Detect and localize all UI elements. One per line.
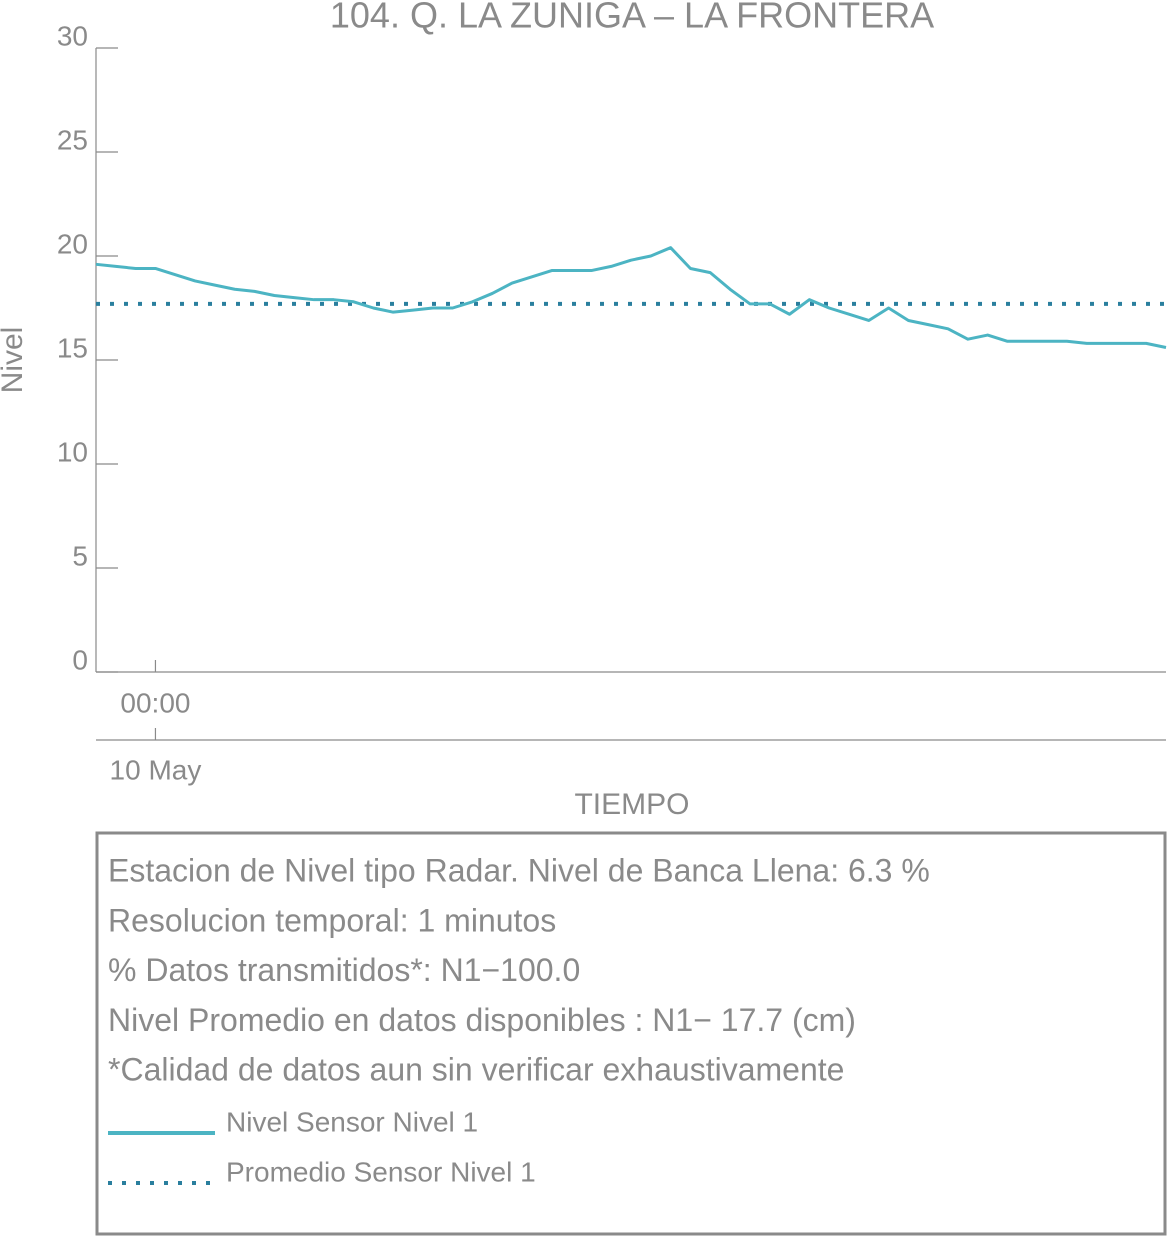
y-axis-label: Nivel xyxy=(0,327,29,394)
info-text: Resolucion temporal: 1 minutos xyxy=(108,902,556,938)
chart-title: 104. Q. LA ZUNIGA – LA FRONTERA xyxy=(330,0,934,36)
y-tick-label: 25 xyxy=(57,124,88,155)
info-text: Nivel Promedio en datos disponibles : N1… xyxy=(108,1002,856,1038)
x-tick-label: 00:00 xyxy=(120,687,190,718)
x-axis-label: TIEMPO xyxy=(574,788,689,821)
legend-label: Nivel Sensor Nivel 1 xyxy=(226,1106,478,1137)
x-date-label: 10 May xyxy=(110,754,202,785)
info-text: *Calidad de datos aun sin verificar exha… xyxy=(108,1052,844,1088)
legend-label: Promedio Sensor Nivel 1 xyxy=(226,1156,536,1187)
y-tick-label: 30 xyxy=(57,20,88,51)
info-box xyxy=(95,831,1167,1236)
info-text: Estacion de Nivel tipo Radar. Nivel de B… xyxy=(108,852,930,888)
y-tick-label: 10 xyxy=(57,436,88,467)
y-tick-label: 0 xyxy=(72,644,88,675)
info-text: % Datos transmitidos*: N1−100.0 xyxy=(108,952,580,988)
y-tick-label: 5 xyxy=(72,540,88,571)
data-line xyxy=(95,246,1167,349)
y-tick-label: 20 xyxy=(57,228,88,259)
y-tick-label: 15 xyxy=(57,332,88,363)
